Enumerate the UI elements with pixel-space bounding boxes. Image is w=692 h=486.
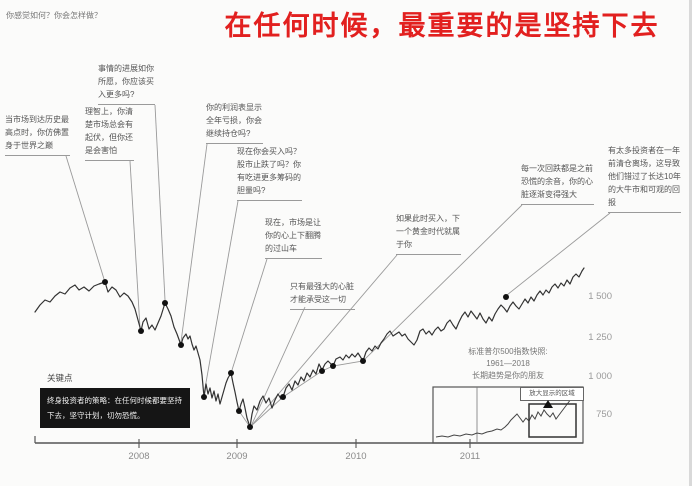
annotation-dot bbox=[178, 342, 184, 348]
inset-chart-title: 标准普尔500指数快照: 1961—2018 长期趋势是你的朋友 bbox=[468, 347, 548, 380]
callout-should-you-buy-more: 事情的进展如你所愿，你应该买入更多吗? bbox=[98, 62, 155, 105]
top-left-question: 你感觉如何？你会怎样做？ bbox=[6, 11, 102, 20]
x-tick-label: 2010 bbox=[345, 451, 366, 462]
x-tick-label: 2011 bbox=[460, 451, 480, 462]
y-tick-label: 1 250 bbox=[588, 332, 612, 343]
annotation-dot bbox=[236, 408, 242, 414]
callout-echo-of-panic: 每一次回跌都是之前恐慌的余音，你的心脏逐渐变得强大 bbox=[521, 162, 594, 205]
callout-roller-coaster: 现在，市场是让你的心上下翻腾的过山车 bbox=[265, 216, 322, 259]
callout-buy-now-courage: 现在你会买入吗？股市止跌了吗？你有吃进更多筹码的胆量吗? bbox=[237, 145, 302, 201]
inset-zoom-rect bbox=[528, 403, 577, 438]
x-tick-label: 2008 bbox=[128, 451, 149, 462]
y-tick-label: 750 bbox=[596, 409, 612, 420]
callout-annual-loss-hold: 你的利润表显示全年亏损，你会继续持仓吗? bbox=[206, 101, 263, 144]
annotation-dot bbox=[330, 363, 336, 369]
y-tick-label: 1 500 bbox=[588, 291, 612, 302]
triangle-up-icon bbox=[543, 400, 553, 408]
annotation-dot bbox=[138, 328, 144, 334]
annotation-dot bbox=[319, 368, 325, 374]
leader-line-1 bbox=[129, 160, 141, 329]
annotation-dot bbox=[280, 394, 286, 400]
key-point-label: 关键点 bbox=[47, 373, 73, 383]
leader-line-5 bbox=[231, 258, 268, 371]
annotation-dot bbox=[201, 394, 207, 400]
callout-strongest-heart: 只有最强大的心脏才能承受这一切 bbox=[290, 280, 355, 310]
leader-line-3 bbox=[180, 143, 208, 343]
leader-line-9 bbox=[506, 212, 611, 296]
callout-missed-bull-market: 有太多投资者在一年前清仓离场，这导致他们错过了长达10年的大牛市和可观的回报 bbox=[608, 144, 681, 213]
leader-line-0 bbox=[65, 155, 105, 280]
y-tick-label: 1 000 bbox=[588, 371, 612, 382]
annotation-dot bbox=[360, 358, 366, 364]
leader-line-2 bbox=[154, 104, 166, 301]
x-tick-label: 2009 bbox=[226, 451, 247, 462]
callout-golden-age: 如果此时买入，下一个黄金时代就属于你 bbox=[396, 212, 461, 255]
callout-rationally-you-know: 理智上，你清楚市场总会有起伏，但你还是会害怕 bbox=[85, 105, 134, 161]
inset-zoom-region-label: 放大显示的区域 bbox=[520, 387, 584, 401]
inset-price-line bbox=[435, 388, 583, 438]
annotation-dot bbox=[503, 294, 509, 300]
inset-box bbox=[432, 386, 584, 444]
annotation-dot bbox=[102, 279, 108, 285]
leader-line-4 bbox=[203, 200, 239, 395]
page-title: 在任何时候，最重要的是坚持下去 bbox=[224, 11, 660, 42]
key-point-box: 终身投资者的策略：在任何时候都要坚持下去，坚守计划，切勿恐慌。 bbox=[40, 388, 190, 428]
annotation-dot bbox=[247, 424, 253, 430]
annotation-dot bbox=[228, 370, 234, 376]
callout-market-all-time-high: 当市场到达历史最高点时，你仿佛置身于世界之巅 bbox=[5, 113, 70, 156]
annotation-dot bbox=[162, 300, 168, 306]
leader-line-6 bbox=[251, 306, 306, 425]
price-line bbox=[34, 267, 585, 428]
